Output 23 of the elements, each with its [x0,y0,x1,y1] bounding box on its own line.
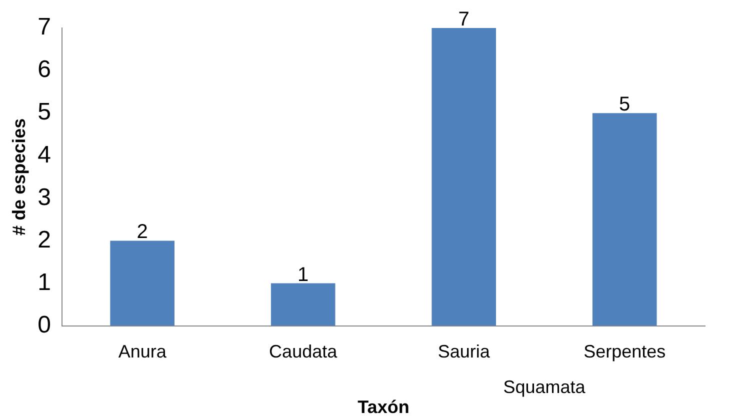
data-label: 1 [298,264,309,286]
text: Squamata [503,376,586,397]
bar [110,240,174,326]
y-tick-label: 7 [38,14,51,41]
bar [592,113,657,326]
data-label: 5 [619,94,630,116]
data-label: 2 [136,221,148,244]
y-tick-label: 0 [38,311,51,338]
y-tick-label: 4 [38,141,51,168]
y-tick-label: 1 [38,268,51,296]
x-tick-label: Serpentes [584,342,666,362]
x-axis-title: Taxón [358,397,410,418]
y-tick-label: 3 [38,184,51,211]
bar [432,28,496,326]
y-axis-title: # de especies [8,118,29,236]
x-tick-label: Anura [118,342,168,362]
y-tick-label: 2 [38,226,51,254]
y-tick-label: 5 [38,98,51,126]
x-tick-label: Caudata [269,342,338,362]
x-tick-label: Sauria [438,342,491,362]
data-label: 7 [458,8,470,31]
y-tick-label: 6 [38,56,51,84]
bar [270,283,336,326]
